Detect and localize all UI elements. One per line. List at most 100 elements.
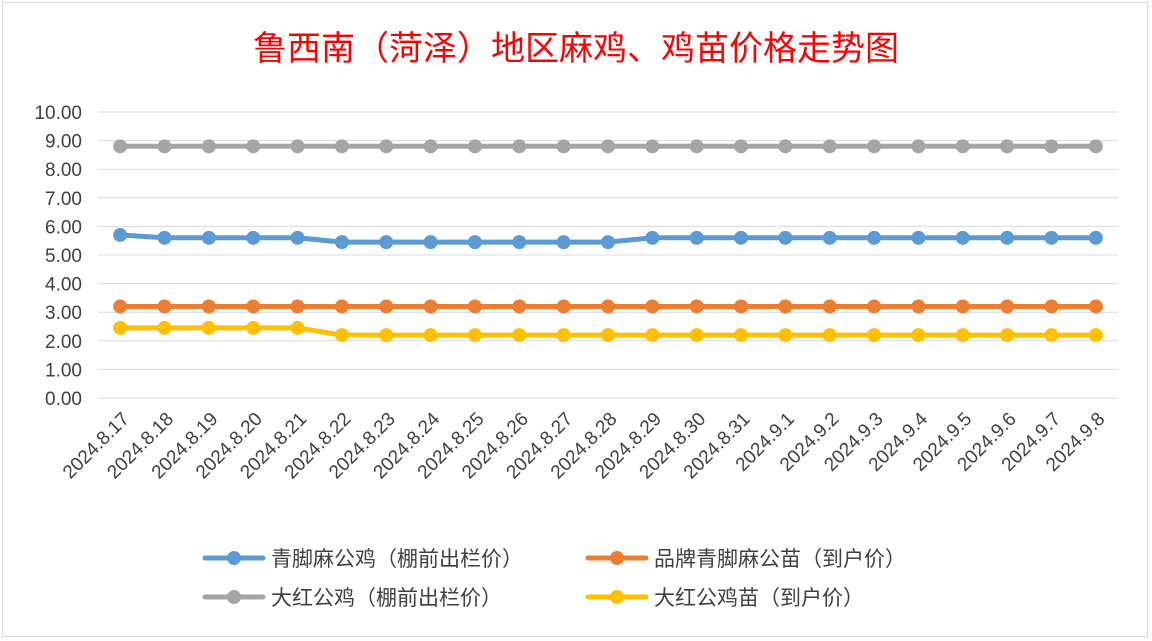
data-point xyxy=(689,299,704,314)
data-point xyxy=(778,328,793,343)
data-point xyxy=(290,320,305,335)
series-0 xyxy=(113,227,1103,250)
data-point xyxy=(1000,139,1015,154)
series-lines xyxy=(113,139,1103,343)
data-point xyxy=(601,235,615,250)
data-point xyxy=(423,299,438,314)
data-point xyxy=(645,328,660,343)
data-point xyxy=(1088,299,1103,314)
data-point xyxy=(113,320,128,335)
data-point xyxy=(467,299,482,314)
y-tick-label: 5.00 xyxy=(45,246,82,267)
data-point xyxy=(157,139,172,154)
chart-title: 鲁西南（菏泽）地区麻鸡、鸡苗价格走势图 xyxy=(253,29,899,69)
data-point xyxy=(822,328,837,343)
data-point xyxy=(645,299,660,314)
data-point xyxy=(778,230,793,245)
data-point xyxy=(512,139,527,154)
data-point xyxy=(601,328,615,343)
data-point xyxy=(1088,139,1103,154)
data-point xyxy=(1044,299,1059,314)
data-point xyxy=(1044,230,1059,245)
data-point xyxy=(911,139,926,154)
y-tick-label: 7.00 xyxy=(45,189,82,210)
y-tick-label: 10.00 xyxy=(34,103,82,124)
legend-swatch-marker xyxy=(610,551,624,565)
data-point xyxy=(689,328,704,343)
data-point xyxy=(1000,230,1015,245)
data-point xyxy=(822,139,837,154)
y-tick-label: 3.00 xyxy=(45,303,82,324)
data-point xyxy=(778,139,793,154)
data-point xyxy=(867,230,882,245)
legend-swatch-marker xyxy=(610,590,624,604)
data-point xyxy=(290,299,305,314)
data-point xyxy=(601,139,615,154)
legend-item: 品牌青脚麻公苗（到户价） xyxy=(585,547,906,571)
data-point xyxy=(1000,299,1015,314)
series-1 xyxy=(113,299,1103,314)
data-point xyxy=(867,139,882,154)
series-3 xyxy=(113,320,1103,343)
data-point xyxy=(379,328,394,343)
data-point xyxy=(1000,328,1015,343)
data-point xyxy=(911,299,926,314)
data-point xyxy=(867,299,882,314)
data-point xyxy=(955,139,970,154)
data-point xyxy=(1044,328,1059,343)
gridlines xyxy=(98,111,1118,399)
data-point xyxy=(556,328,571,343)
data-point xyxy=(867,328,882,343)
y-tick-label: 1.00 xyxy=(45,360,82,381)
data-point xyxy=(290,230,305,245)
data-point xyxy=(246,139,261,154)
data-point xyxy=(201,299,216,314)
legend-item: 青脚麻公鸡（棚前出栏价） xyxy=(202,547,523,571)
y-tick-label: 6.00 xyxy=(45,217,82,238)
data-point xyxy=(911,328,926,343)
data-point xyxy=(467,328,482,343)
data-point xyxy=(423,235,438,250)
data-point xyxy=(157,230,172,245)
data-point xyxy=(601,299,615,314)
data-point xyxy=(822,230,837,245)
data-point xyxy=(379,139,394,154)
data-point xyxy=(556,299,571,314)
data-point xyxy=(734,139,749,154)
data-point xyxy=(113,299,128,314)
data-point xyxy=(734,230,749,245)
y-axis-ticks: 0.00 1.00 2.00 3.00 4.00 5.00 6.00 7.00 8.00 9.00… xyxy=(34,103,82,410)
legend-label: 大红公鸡（棚前出栏价） xyxy=(271,586,502,610)
y-tick-label: 2.00 xyxy=(45,332,82,353)
data-point xyxy=(467,235,482,250)
data-point xyxy=(246,320,261,335)
data-point xyxy=(334,328,349,343)
data-point xyxy=(201,320,216,335)
data-point xyxy=(556,139,571,154)
legend-item: 大红公鸡苗（到户价） xyxy=(585,586,864,610)
data-point xyxy=(645,139,660,154)
legend-item: 大红公鸡（棚前出栏价） xyxy=(202,586,502,610)
data-point xyxy=(955,328,970,343)
legend-label: 品牌青脚麻公苗（到户价） xyxy=(654,547,906,571)
data-point xyxy=(734,299,749,314)
data-point xyxy=(379,235,394,250)
data-point xyxy=(556,235,571,250)
data-point xyxy=(689,139,704,154)
data-point xyxy=(645,230,660,245)
data-point xyxy=(1088,328,1103,343)
data-point xyxy=(1044,139,1059,154)
x-axis-ticks: 2024.8.172024.8.182024.8.192024.8.202024… xyxy=(59,408,1109,483)
series-2 xyxy=(113,139,1103,154)
y-tick-label: 0.00 xyxy=(45,389,82,410)
data-point xyxy=(822,299,837,314)
data-point xyxy=(778,299,793,314)
data-point xyxy=(689,230,704,245)
data-point xyxy=(512,299,527,314)
data-point xyxy=(334,139,349,154)
data-point xyxy=(157,320,172,335)
data-point xyxy=(911,230,926,245)
legend-swatch-marker xyxy=(227,551,241,565)
data-point xyxy=(157,299,172,314)
